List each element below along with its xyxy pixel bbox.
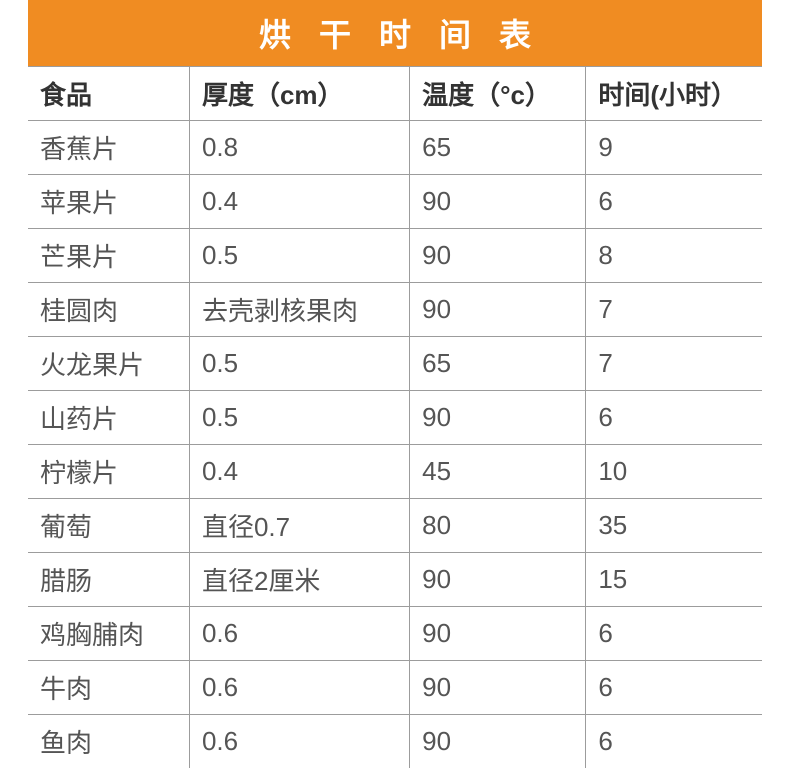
col-food: 食品	[28, 67, 189, 121]
table-cell: 腊肠	[28, 553, 189, 607]
table-cell: 0.5	[189, 229, 409, 283]
header-row: 食品 厚度（cm） 温度（°c） 时间(小时）	[28, 67, 762, 121]
table-cell: 0.5	[189, 391, 409, 445]
table-row: 牛肉0.6906	[28, 661, 762, 715]
table-cell: 6	[586, 607, 762, 661]
table-cell: 山药片	[28, 391, 189, 445]
table-body: 香蕉片0.8659苹果片0.4906芒果片0.5908桂圆肉去壳剥核果肉907火…	[28, 121, 762, 768]
table-cell: 35	[586, 499, 762, 553]
table-cell: 90	[410, 661, 586, 715]
table-row: 柠檬片0.44510	[28, 445, 762, 499]
table-cell: 9	[586, 121, 762, 175]
table-cell: 0.4	[189, 175, 409, 229]
table-cell: 90	[410, 391, 586, 445]
table-cell: 7	[586, 283, 762, 337]
table-cell: 芒果片	[28, 229, 189, 283]
table-cell: 65	[410, 337, 586, 391]
table-cell: 6	[586, 391, 762, 445]
table-cell: 鸡胸脯肉	[28, 607, 189, 661]
col-thickness: 厚度（cm）	[189, 67, 409, 121]
table-cell: 去壳剥核果肉	[189, 283, 409, 337]
table-cell: 0.4	[189, 445, 409, 499]
table-cell: 6	[586, 661, 762, 715]
table-cell: 火龙果片	[28, 337, 189, 391]
table-cell: 鱼肉	[28, 715, 189, 768]
table-row: 桂圆肉去壳剥核果肉907	[28, 283, 762, 337]
col-temperature: 温度（°c）	[410, 67, 586, 121]
table-cell: 90	[410, 553, 586, 607]
table-cell: 6	[586, 715, 762, 768]
table-cell: 7	[586, 337, 762, 391]
table-cell: 葡萄	[28, 499, 189, 553]
table-cell: 桂圆肉	[28, 283, 189, 337]
drying-time-table: 食品 厚度（cm） 温度（°c） 时间(小时） 香蕉片0.8659苹果片0.49…	[28, 66, 762, 768]
table-cell: 90	[410, 229, 586, 283]
table-row: 芒果片0.5908	[28, 229, 762, 283]
table-cell: 8	[586, 229, 762, 283]
table-title: 烘干时间表	[28, 0, 762, 66]
table-row: 鸡胸脯肉0.6906	[28, 607, 762, 661]
table-row: 火龙果片0.5657	[28, 337, 762, 391]
table-cell: 6	[586, 175, 762, 229]
table-cell: 牛肉	[28, 661, 189, 715]
table-cell: 0.6	[189, 607, 409, 661]
table-row: 山药片0.5906	[28, 391, 762, 445]
table-row: 苹果片0.4906	[28, 175, 762, 229]
table-cell: 90	[410, 175, 586, 229]
table-cell: 90	[410, 283, 586, 337]
table-row: 葡萄直径0.78035	[28, 499, 762, 553]
table-row: 鱼肉0.6906	[28, 715, 762, 768]
table-cell: 直径0.7	[189, 499, 409, 553]
table-cell: 90	[410, 607, 586, 661]
table-cell: 80	[410, 499, 586, 553]
table-cell: 直径2厘米	[189, 553, 409, 607]
table-cell: 0.5	[189, 337, 409, 391]
table-cell: 柠檬片	[28, 445, 189, 499]
table-cell: 15	[586, 553, 762, 607]
table-row: 香蕉片0.8659	[28, 121, 762, 175]
table-cell: 0.8	[189, 121, 409, 175]
table-cell: 0.6	[189, 661, 409, 715]
table-cell: 45	[410, 445, 586, 499]
table-cell: 65	[410, 121, 586, 175]
table-cell: 90	[410, 715, 586, 768]
col-time: 时间(小时）	[586, 67, 762, 121]
table-row: 腊肠直径2厘米9015	[28, 553, 762, 607]
table-cell: 10	[586, 445, 762, 499]
table-cell: 0.6	[189, 715, 409, 768]
table-cell: 香蕉片	[28, 121, 189, 175]
table-cell: 苹果片	[28, 175, 189, 229]
